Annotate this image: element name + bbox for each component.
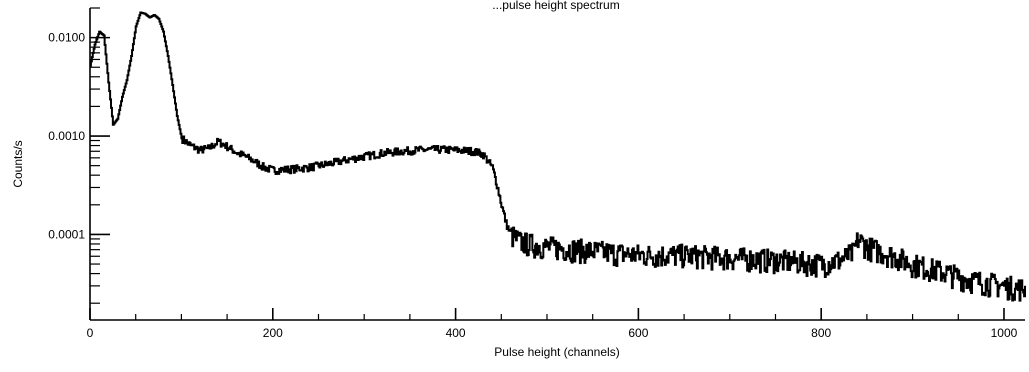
- plot-frame: [89, 8, 1025, 321]
- y-tick-label: 0.0001: [48, 227, 85, 241]
- y-tick-label: 0.0010: [48, 129, 85, 143]
- x-tick-label: 0: [87, 326, 94, 340]
- x-axis-label: Pulse height (channels): [494, 345, 619, 359]
- x-tick-label: 800: [811, 326, 831, 340]
- y-tick-label: 0.0100: [48, 31, 85, 45]
- x-tick-label: 1000: [991, 326, 1018, 340]
- y-axis-ticks: [90, 7, 110, 304]
- x-axis-ticks: [89, 308, 1005, 320]
- x-tick-label: 400: [446, 326, 466, 340]
- x-tick-label: 200: [263, 326, 283, 340]
- chart-title: ...pulse height spectrum: [492, 0, 619, 12]
- x-tick-label: 600: [628, 326, 648, 340]
- x-axis-tick-labels: 0 200 400 600 800 1000: [87, 326, 1018, 340]
- spectrum-series-line: [89, 11, 1026, 302]
- y-axis-label: Counts/s: [11, 140, 25, 187]
- y-axis-tick-labels: 0.0100 0.0010 0.0001: [48, 31, 85, 242]
